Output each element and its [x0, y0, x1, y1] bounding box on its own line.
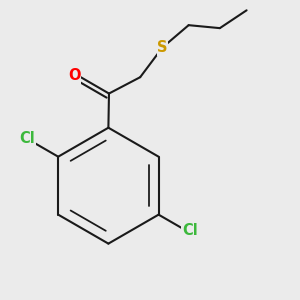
Text: Cl: Cl	[182, 224, 197, 238]
Text: S: S	[157, 40, 168, 55]
Text: O: O	[68, 68, 80, 83]
Text: Cl: Cl	[19, 131, 35, 146]
